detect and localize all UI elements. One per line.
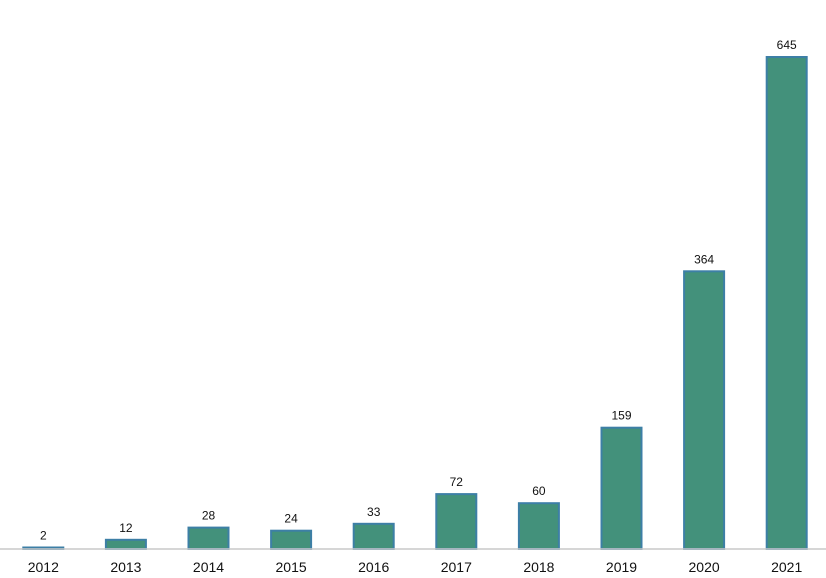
x-tick-label-2018: 2018 [523,559,554,575]
x-tick-label-2014: 2014 [193,559,224,575]
value-label-2020: 364 [694,252,714,266]
value-label-2018: 60 [532,484,546,498]
value-label-2015: 24 [284,512,298,526]
bar-2014 [187,526,230,550]
bar-2017 [435,493,478,551]
value-label-2017: 72 [450,475,464,489]
bar-2015 [270,529,313,551]
value-label-2021: 645 [777,38,797,52]
bar-2019 [600,426,643,551]
value-label-2016: 33 [367,505,381,519]
value-labels-group: 2 12 28 24 33 72 60 159 364 645 [40,38,797,543]
bar-2013 [104,538,147,550]
x-tick-label-2012: 2012 [28,559,59,575]
x-tick-labels-group: 2012 2013 2014 2015 2016 2017 2018 2019 2020 2021 [28,559,803,575]
x-tick-label-2021: 2021 [771,559,802,575]
bar-2020 [683,270,726,550]
value-label-2012: 2 [40,529,47,543]
bars-group [22,56,808,551]
value-label-2013: 12 [119,521,133,535]
value-label-2019: 159 [611,409,631,423]
x-tick-label-2019: 2019 [606,559,637,575]
x-tick-label-2020: 2020 [689,559,720,575]
x-tick-label-2015: 2015 [276,559,307,575]
x-tick-label-2016: 2016 [358,559,389,575]
bar-2021 [765,56,808,550]
bar-2016 [352,522,395,550]
value-label-2014: 28 [202,509,216,523]
x-tick-label-2013: 2013 [110,559,141,575]
bar-2018 [517,502,560,551]
x-tick-label-2017: 2017 [441,559,472,575]
